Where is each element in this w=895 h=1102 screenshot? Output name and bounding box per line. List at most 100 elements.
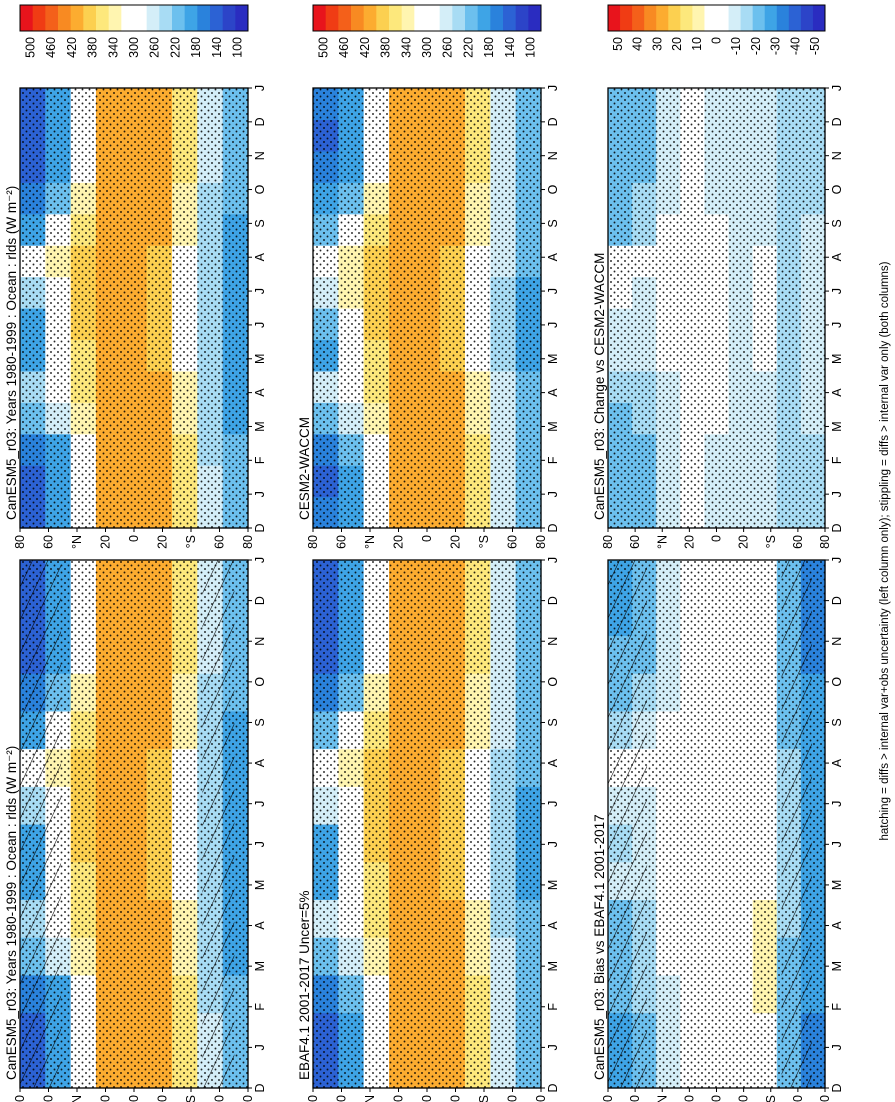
- month-tick-label: J: [546, 491, 560, 497]
- lat-tick-label: 60: [42, 1095, 56, 1102]
- colorbar-swatch: [235, 5, 249, 31]
- month-tick-label: S: [253, 718, 267, 726]
- panel-title: CanESM5_r03: Years 1980-1999 : Ocean : r…: [4, 746, 19, 1080]
- panel-title: CanESM5_r03: Years 1980-1999 : Ocean : r…: [4, 186, 19, 520]
- colorbar-label: 380: [86, 37, 100, 58]
- colorbar: 500 460 420 380 340 300 260 220 180 140 100: [19, 4, 249, 58]
- month-tick-label: J: [253, 322, 267, 328]
- panel-title: CanESM5_r03: Change vs CESM2-WACCM: [592, 253, 607, 520]
- month-tick-label: M: [830, 961, 844, 971]
- colorbar-swatch: [477, 5, 491, 31]
- month-tick-label: F: [253, 456, 267, 464]
- colorbar-swatch: [172, 5, 186, 31]
- month-tick-label: M: [253, 354, 267, 364]
- colorbar-swatch: [465, 5, 479, 31]
- colorbar-swatch: [716, 5, 730, 31]
- month-tick-label: D: [830, 1083, 844, 1092]
- colorbar-swatch: [121, 5, 135, 31]
- colorbar-swatch: [108, 5, 122, 31]
- figure-footnote: hatching = diffs > internal var+obs unce…: [879, 261, 891, 840]
- month-tick-label: A: [253, 252, 267, 261]
- colorbar-frame: [19, 4, 249, 32]
- colorbar-swatch: [338, 5, 352, 31]
- stippling-overlay: [20, 88, 248, 528]
- panel-0: 80 60 °N 20 0 20 °S 60 80 D J F M A M J J A S O N D J CanESM5_r…: [4, 456, 267, 1102]
- lat-tick-label: 0: [710, 1095, 724, 1102]
- hatching-overlay: [781, 560, 812, 1088]
- colorbar-swatch: [439, 5, 453, 31]
- month-tick-label: J: [253, 85, 267, 91]
- colorbar-frame: [607, 4, 826, 32]
- lat-tick-label: 80: [241, 535, 255, 549]
- colorbar-label: 220: [169, 37, 183, 58]
- colorbar-swatch: [45, 5, 59, 31]
- month-tick-label: M: [830, 421, 844, 431]
- month-tick-label: A: [546, 921, 560, 930]
- month-tick-label: A: [546, 758, 560, 767]
- month-tick-label: J: [253, 1044, 267, 1050]
- month-tick-label: S: [546, 718, 560, 726]
- colorbar-label: 220: [462, 37, 476, 58]
- lat-tick-label: 0: [127, 1095, 141, 1102]
- colorbar-swatch: [704, 5, 717, 31]
- month-tick-label: S: [830, 718, 844, 726]
- month-tick-label: D: [253, 596, 267, 605]
- colorbar-swatch: [515, 5, 529, 31]
- month-tick-label: M: [253, 880, 267, 890]
- lat-tick-label: 20: [392, 1095, 406, 1102]
- colorbar-label: -30: [769, 37, 783, 55]
- colorbar-swatch: [414, 5, 428, 31]
- colorbar-swatch: [401, 5, 415, 31]
- colorbar-swatch: [692, 5, 705, 31]
- panel-5: 80 60 °N 20 0 20 °S 60 80 D J F M A M J J A S O N D J CanESM5_r…: [592, 4, 844, 549]
- colorbar-swatch: [146, 5, 160, 31]
- colorbar-label: 100: [524, 37, 538, 58]
- month-tick-label: N: [546, 151, 560, 160]
- colorbar-swatch: [363, 5, 377, 31]
- colorbar-label: 300: [127, 37, 141, 58]
- colorbar-swatch: [210, 5, 224, 31]
- lat-tick-label: 60: [628, 535, 642, 549]
- colorbar-label: 460: [44, 37, 58, 58]
- colorbar-label: 40: [631, 37, 645, 51]
- colorbar-swatch: [58, 5, 72, 31]
- lat-tick-label: 60: [42, 535, 56, 549]
- month-tick-label: A: [830, 388, 844, 397]
- month-tick-label: D: [253, 1083, 267, 1092]
- lat-tick-label: °S: [184, 1095, 198, 1102]
- lat-tick-label: 80: [13, 535, 27, 549]
- colorbar-swatch: [776, 5, 790, 31]
- colorbar-label: 0: [710, 37, 724, 44]
- lat-tick-label: 60: [213, 535, 227, 549]
- month-tick-label: D: [546, 523, 560, 532]
- colorbar-swatch: [620, 5, 633, 31]
- colorbar-swatch: [490, 5, 504, 31]
- lat-tick-label: 80: [534, 1095, 548, 1102]
- month-tick-label: D: [546, 1083, 560, 1092]
- month-tick-label: J: [830, 322, 844, 328]
- month-tick-label: M: [830, 880, 844, 890]
- colorbar-swatch: [222, 5, 236, 31]
- colorbar-label: 180: [189, 37, 203, 58]
- month-tick-label: M: [546, 421, 560, 431]
- colorbar-label: 340: [399, 37, 413, 58]
- lat-tick-label: °N: [655, 535, 669, 549]
- colorbar-swatch: [800, 5, 814, 31]
- panel-2: 80 60 °N 20 0 20 °S 60 80 D J F M A M J J A S O N D J CanESM5_r…: [592, 456, 844, 1102]
- colorbar-swatch: [788, 5, 802, 31]
- colorbar: 500 460 420 380 340 300 260 220 180 140 100: [312, 4, 542, 58]
- colorbar-label: -20: [749, 37, 763, 55]
- lat-tick-label: 80: [601, 535, 615, 549]
- colorbar-swatch: [644, 5, 657, 31]
- month-tick-label: J: [830, 288, 844, 294]
- lat-tick-label: 60: [335, 535, 349, 549]
- colorbar-swatch: [764, 5, 778, 31]
- colorbar-swatch: [70, 5, 84, 31]
- month-tick-label: N: [830, 151, 844, 160]
- month-tick-label: A: [830, 252, 844, 261]
- colorbar-label: 420: [358, 37, 372, 58]
- colorbar-label: 10: [690, 37, 704, 51]
- colorbar-swatch: [184, 5, 198, 31]
- lat-tick-label: °S: [184, 535, 198, 548]
- lat-tick-label: 80: [818, 535, 832, 549]
